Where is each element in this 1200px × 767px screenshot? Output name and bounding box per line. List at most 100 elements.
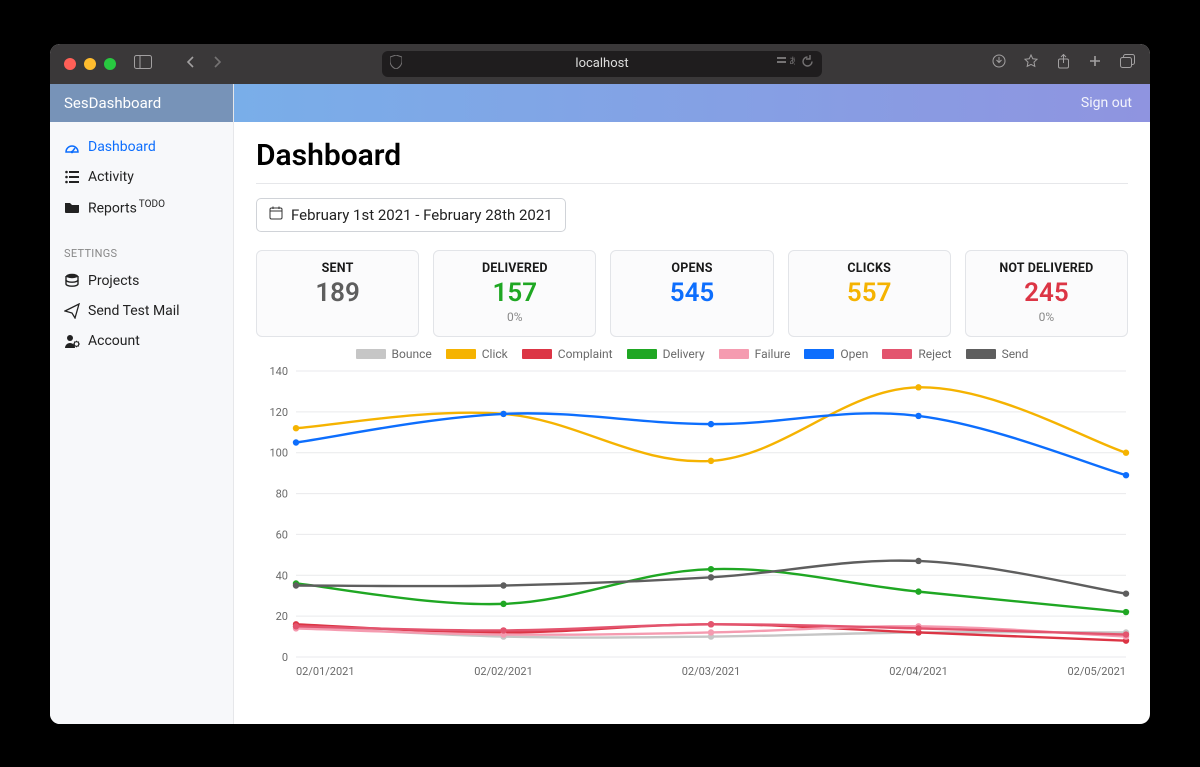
new-tab-icon[interactable]: [1086, 54, 1104, 73]
stat-card-not-delivered: NOT DELIVERED 245 0%: [965, 250, 1128, 337]
svg-text:80: 80: [276, 487, 288, 500]
address-bar[interactable]: localhost あ: [382, 51, 822, 77]
nav-settings: Projects Send Test Mail Account: [50, 266, 233, 366]
svg-text:02/02/2021: 02/02/2021: [474, 665, 533, 678]
sidebar-item-dashboard[interactable]: Dashboard: [50, 132, 233, 162]
legend-label: Click: [482, 347, 508, 361]
minimize-window-button[interactable]: [84, 58, 96, 70]
legend-swatch: [966, 349, 996, 359]
calendar-icon: [269, 206, 283, 224]
legend-swatch: [882, 349, 912, 359]
stat-cards: SENT 189 DELIVERED 157 0% OPENS545 CLICKS 557 NO…: [256, 250, 1128, 337]
settings-heading: SETTINGS: [50, 233, 233, 266]
nav-back-icon[interactable]: [182, 56, 200, 72]
browser-chrome: localhost あ: [50, 44, 1150, 84]
svg-text:0: 0: [282, 651, 288, 664]
stat-label: NOT DELIVERED: [972, 261, 1121, 276]
legend-swatch: [356, 349, 386, 359]
stat-label: SENT: [263, 261, 412, 276]
svg-text:40: 40: [276, 569, 288, 582]
stat-value: 557: [795, 278, 944, 308]
legend-item-failure[interactable]: Failure: [719, 347, 791, 361]
stat-value: 245: [972, 278, 1121, 308]
legend-label: Send: [1002, 347, 1029, 361]
svg-text:60: 60: [276, 528, 288, 541]
nav-label: ReportsTODO: [88, 199, 165, 217]
sidebar-item-activity[interactable]: Activity: [50, 162, 233, 192]
svg-text:02/05/2021: 02/05/2021: [1067, 665, 1126, 678]
sidebar: SesDashboard Dashboard Activity ReportsTOD…: [50, 84, 234, 724]
nav-label: Activity: [88, 169, 134, 185]
nav-label: Account: [88, 333, 140, 349]
svg-text:20: 20: [276, 610, 288, 623]
legend-swatch: [522, 349, 552, 359]
sidebar-toggle-icon[interactable]: [134, 55, 152, 73]
legend-swatch: [446, 349, 476, 359]
browser-window: localhost あ: [50, 44, 1150, 724]
stat-card-opens: OPENS545: [610, 250, 773, 337]
bookmark-icon[interactable]: [1022, 54, 1040, 73]
browser-toolbar-right: [990, 54, 1136, 73]
stat-card-sent: SENT 189: [256, 250, 419, 337]
date-range-text: February 1st 2021 - February 28th 2021: [291, 206, 553, 224]
legend-item-send[interactable]: Send: [966, 347, 1029, 361]
svg-text:100: 100: [269, 446, 288, 459]
stat-card-delivered: DELIVERED 157 0%: [433, 250, 596, 337]
window-controls: [64, 58, 116, 70]
legend-swatch: [627, 349, 657, 359]
reload-icon[interactable]: [801, 55, 814, 72]
legend-item-complaint[interactable]: Complaint: [522, 347, 613, 361]
stat-label: DELIVERED: [440, 261, 589, 276]
stat-card-clicks: CLICKS 557: [788, 250, 951, 337]
svg-text:140: 140: [269, 365, 288, 378]
stat-value: 545: [617, 278, 766, 308]
sidebar-item-send-test-mail[interactable]: Send Test Mail: [50, 296, 233, 326]
nav-badge: TODO: [139, 199, 165, 210]
legend-swatch: [719, 349, 749, 359]
legend-label: Complaint: [558, 347, 613, 361]
stat-pct: 0%: [440, 310, 589, 324]
legend-item-reject[interactable]: Reject: [882, 347, 951, 361]
nav-label: Dashboard: [88, 139, 156, 155]
nav-forward-icon[interactable]: [208, 56, 226, 72]
sidebar-item-account[interactable]: Account: [50, 326, 233, 356]
stat-pct: 0%: [972, 310, 1121, 324]
stat-value: 189: [263, 278, 412, 308]
legend-item-delivery[interactable]: Delivery: [627, 347, 705, 361]
svg-text:02/01/2021: 02/01/2021: [296, 665, 355, 678]
topbar: Sign out: [234, 84, 1150, 122]
legend-item-click[interactable]: Click: [446, 347, 508, 361]
legend-item-bounce[interactable]: Bounce: [356, 347, 432, 361]
sidebar-item-reports[interactable]: ReportsTODO: [50, 192, 233, 224]
downloads-icon[interactable]: [990, 54, 1008, 73]
nav-label: Projects: [88, 273, 139, 289]
svg-text:02/04/2021: 02/04/2021: [889, 665, 948, 678]
main: Sign out Dashboard February 1st 2021 - F…: [234, 84, 1150, 724]
nav-primary: Dashboard Activity ReportsTODO: [50, 122, 233, 234]
legend-item-open[interactable]: Open: [804, 347, 868, 361]
reader-icon[interactable]: あ: [777, 55, 795, 72]
divider: [256, 183, 1128, 184]
nav-label: Send Test Mail: [88, 303, 180, 319]
legend-label: Reject: [918, 347, 951, 361]
events-chart: Bounce Click Complaint Delivery Failure Open R…: [256, 347, 1128, 683]
svg-text:120: 120: [269, 405, 288, 418]
stat-label: CLICKS: [795, 261, 944, 276]
legend-label: Bounce: [392, 347, 432, 361]
page-title: Dashboard: [256, 138, 1128, 173]
stat-value: 157: [440, 278, 589, 308]
legend-label: Delivery: [663, 347, 705, 361]
address-bar-text: localhost: [575, 56, 628, 71]
share-icon[interactable]: [1054, 54, 1072, 73]
svg-text:02/03/2021: 02/03/2021: [682, 665, 741, 678]
brand[interactable]: SesDashboard: [50, 84, 233, 122]
sidebar-item-projects[interactable]: Projects: [50, 266, 233, 296]
legend-swatch: [804, 349, 834, 359]
sign-out-link[interactable]: Sign out: [1081, 95, 1132, 111]
legend-label: Open: [840, 347, 868, 361]
svg-text:あ: あ: [789, 56, 795, 67]
date-range-picker[interactable]: February 1st 2021 - February 28th 2021: [256, 198, 566, 232]
close-window-button[interactable]: [64, 58, 76, 70]
maximize-window-button[interactable]: [104, 58, 116, 70]
tabs-icon[interactable]: [1118, 54, 1136, 73]
